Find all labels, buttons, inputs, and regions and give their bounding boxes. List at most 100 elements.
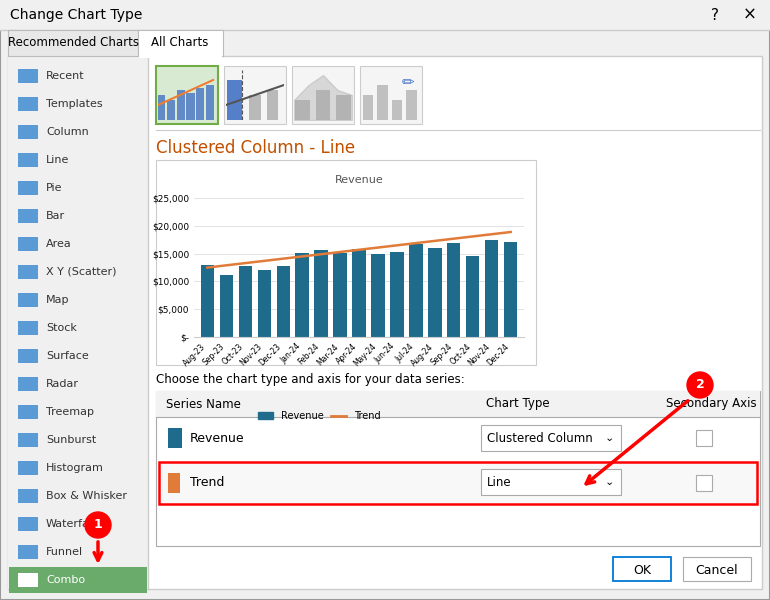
Text: Series Name: Series Name: [166, 397, 241, 410]
Bar: [159, 462, 757, 504]
Bar: [292, 66, 354, 124]
Bar: [18, 433, 38, 447]
Text: Chart Type: Chart Type: [486, 397, 550, 410]
Text: ⌄: ⌄: [604, 477, 614, 487]
Bar: [18, 489, 38, 503]
Bar: [314, 250, 328, 337]
Text: Funnel: Funnel: [46, 547, 83, 557]
Bar: [18, 125, 38, 139]
Bar: [18, 545, 38, 559]
Bar: [176, 90, 185, 120]
Bar: [696, 430, 712, 446]
Bar: [485, 240, 498, 337]
Bar: [296, 100, 310, 120]
Bar: [377, 85, 387, 120]
Legend: Revenue, Trend: Revenue, Trend: [255, 407, 384, 425]
Bar: [696, 475, 712, 491]
Text: ✏: ✏: [402, 75, 415, 90]
Bar: [447, 243, 460, 337]
Bar: [139, 55, 222, 58]
Text: Secondary Axis: Secondary Axis: [666, 397, 757, 410]
Text: ⌄: ⌄: [604, 433, 614, 443]
Text: Revenue: Revenue: [190, 431, 245, 445]
Bar: [156, 160, 536, 365]
Bar: [168, 473, 180, 493]
Bar: [266, 90, 278, 120]
Text: Clustered Column - Line: Clustered Column - Line: [156, 139, 355, 157]
Bar: [157, 95, 165, 120]
Text: Stock: Stock: [46, 323, 77, 333]
Text: Histogram: Histogram: [46, 463, 104, 473]
Bar: [353, 249, 366, 337]
Text: 1: 1: [94, 518, 102, 532]
Bar: [249, 95, 261, 120]
Title: Revenue: Revenue: [335, 175, 383, 185]
Bar: [8, 30, 138, 56]
Bar: [18, 405, 38, 419]
Bar: [168, 428, 182, 448]
Bar: [257, 270, 271, 337]
Bar: [9, 567, 147, 593]
Bar: [201, 265, 214, 337]
Text: Recommended Charts: Recommended Charts: [8, 37, 139, 49]
Text: Pie: Pie: [46, 183, 62, 193]
Bar: [18, 293, 38, 307]
Bar: [18, 209, 38, 223]
Bar: [18, 69, 38, 83]
Bar: [219, 275, 233, 337]
Bar: [239, 266, 252, 337]
Text: Map: Map: [46, 295, 69, 305]
Bar: [18, 377, 38, 391]
FancyArrowPatch shape: [94, 542, 102, 560]
Text: 2: 2: [695, 379, 705, 391]
Bar: [683, 557, 751, 581]
Text: Bar: Bar: [46, 211, 65, 221]
Text: Radar: Radar: [46, 379, 79, 389]
Bar: [206, 85, 214, 120]
Bar: [410, 244, 423, 337]
Bar: [296, 253, 309, 337]
Bar: [18, 265, 38, 279]
Bar: [360, 66, 422, 124]
Bar: [371, 254, 384, 337]
Bar: [18, 153, 38, 167]
Bar: [8, 56, 148, 589]
Text: Clustered Column: Clustered Column: [487, 431, 593, 445]
Text: Line: Line: [46, 155, 69, 165]
Bar: [428, 248, 441, 337]
Bar: [316, 90, 330, 120]
Bar: [156, 391, 760, 417]
Text: Column: Column: [46, 127, 89, 137]
Bar: [227, 80, 242, 120]
Text: Line: Line: [487, 475, 511, 488]
Bar: [138, 30, 223, 56]
Bar: [504, 242, 517, 337]
Text: Treemap: Treemap: [46, 407, 94, 417]
Text: Trend: Trend: [190, 476, 224, 490]
Bar: [18, 237, 38, 251]
Bar: [0, 0, 770, 30]
Bar: [18, 573, 38, 587]
Bar: [166, 100, 175, 120]
Bar: [18, 461, 38, 475]
Bar: [8, 56, 762, 589]
Bar: [363, 95, 373, 120]
Bar: [18, 349, 38, 363]
FancyArrowPatch shape: [586, 401, 688, 484]
Bar: [156, 391, 760, 546]
Bar: [196, 88, 204, 120]
Text: Choose the chart type and axis for your data series:: Choose the chart type and axis for your …: [156, 373, 465, 385]
Text: Sunburst: Sunburst: [46, 435, 96, 445]
Text: Waterfall: Waterfall: [46, 519, 96, 529]
Bar: [336, 95, 350, 120]
Text: OK: OK: [633, 563, 651, 577]
Bar: [613, 557, 671, 581]
Bar: [276, 266, 290, 337]
Bar: [18, 181, 38, 195]
Text: Box & Whisker: Box & Whisker: [46, 491, 127, 501]
Bar: [392, 100, 402, 120]
Bar: [333, 253, 347, 337]
Bar: [186, 92, 195, 120]
Circle shape: [687, 372, 713, 398]
Text: Surface: Surface: [46, 351, 89, 361]
